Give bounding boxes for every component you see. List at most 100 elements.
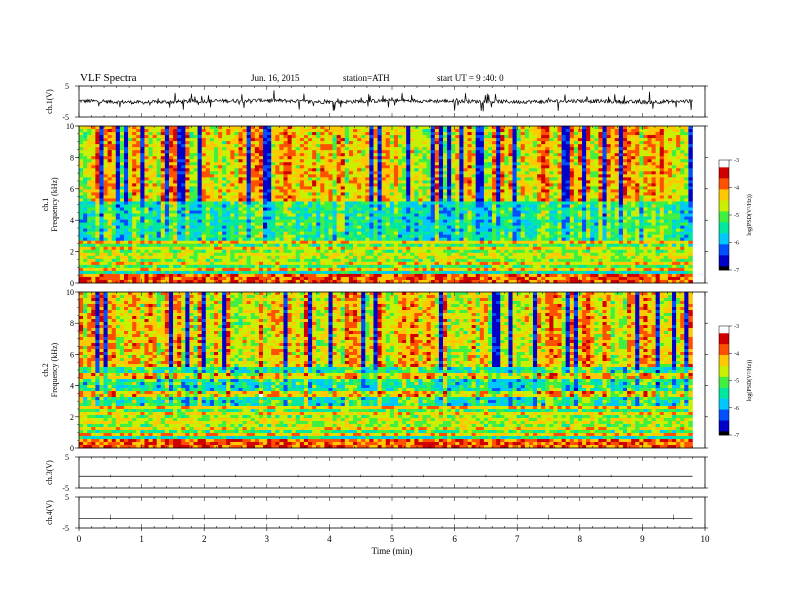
ch1_spectrogram-cell — [434, 135, 440, 139]
ch1_spectrogram-cell — [140, 216, 145, 220]
ch1_spectrogram-cell — [128, 135, 133, 139]
ch1_spectrogram-cell — [393, 246, 399, 251]
ch1_spectrogram-cell — [344, 165, 350, 169]
ch1_spectrogram-cell — [422, 153, 427, 157]
ch1_spectrogram-cell — [99, 255, 104, 260]
ch1_spectrogram-cell — [389, 135, 395, 139]
ch1_spectrogram-cell — [79, 186, 84, 190]
ch1_spectrogram-cell — [226, 228, 231, 232]
ch1_spectrogram-cell — [406, 156, 411, 160]
ch1_spectrogram-cell — [254, 246, 260, 251]
ch1_spectrogram-cell — [369, 264, 374, 269]
ch1_spectrogram-cell — [205, 126, 211, 130]
ch1_spectrogram-cell — [291, 279, 297, 284]
ch1_spectrogram-cell — [385, 276, 391, 281]
ch1_spectrogram-cell — [324, 192, 329, 196]
ch1_spectrogram-cell — [164, 135, 170, 139]
ch1_spectrogram-cell — [119, 276, 125, 281]
ch1_spectrogram-cell — [119, 132, 125, 136]
ch1_spectrogram-cell — [177, 216, 182, 220]
ch1_spectrogram-cell — [197, 222, 202, 226]
ch1_spectrogram-cell — [398, 240, 403, 245]
ch1_spectrogram-cell — [340, 168, 346, 172]
ch1_spectrogram-cell — [234, 207, 239, 211]
ch1_spectrogram-cell — [357, 207, 362, 211]
ch1_spectrogram-cell — [213, 210, 219, 214]
ch1_spectrogram-cell — [344, 228, 350, 232]
ch1_spectrogram-cell — [377, 237, 382, 242]
ch1_spectrogram-cell — [320, 261, 325, 266]
ch1_spectrogram-cell — [426, 156, 432, 160]
ch1_spectrogram-cell — [132, 258, 137, 263]
ch1_spectrogram-cell — [414, 201, 419, 205]
ch1_spectrogram-cell — [242, 234, 247, 239]
ch1_spectrogram-cell — [316, 138, 321, 142]
ch1_spectrogram-cell — [213, 225, 219, 229]
ch1_spectrogram-cell — [246, 174, 252, 178]
ch1_spectrogram-cell — [168, 177, 174, 181]
ch1_spectrogram-cell — [181, 132, 186, 136]
ch1_spectrogram-cell — [308, 270, 313, 275]
ch1_spectrogram-cell — [348, 201, 354, 205]
ch1_spectrogram-cell — [271, 150, 276, 154]
ch1_spectrogram-cell — [344, 168, 350, 172]
ch1_spectrogram-cell — [209, 162, 215, 166]
ch1_spectrogram-cell — [201, 159, 207, 163]
ch1_spectrogram-cell — [173, 201, 178, 205]
ch1_spectrogram-cell — [83, 237, 88, 242]
ch1_spectrogram-cell — [398, 135, 403, 139]
ch1_spectrogram-cell — [410, 207, 415, 211]
ch1_spectrogram-cell — [91, 240, 96, 245]
ch1_spectrogram-cell — [79, 129, 84, 133]
ch1_spectrogram-cell — [373, 129, 378, 133]
ch1_spectrogram-cell — [316, 231, 321, 235]
ch1_spectrogram-cell — [160, 273, 166, 278]
ch1_spectrogram-cell — [279, 216, 284, 220]
ch1_spectrogram-cell — [430, 201, 436, 205]
ch1_spectrogram-cell — [123, 276, 129, 281]
ch1_spectrogram-cell — [291, 207, 297, 211]
ch1_spectrogram-cell — [434, 177, 440, 181]
ch1_spectrogram-cell — [295, 219, 301, 223]
ch1_spectrogram-cell — [389, 132, 395, 136]
ch1_spectrogram-cell — [312, 138, 317, 142]
ch1_spectrogram-cell — [160, 228, 166, 232]
ch1_spectrogram-cell — [344, 135, 350, 139]
ch1_spectrogram-cell — [230, 234, 235, 239]
ch1_spectrogram-cell — [254, 261, 260, 266]
ch1_spectrogram-cell — [324, 141, 329, 145]
ch1_spectrogram-cell — [283, 279, 288, 284]
ch1_spectrogram-cell — [365, 219, 370, 223]
ch1_spectrogram-cell — [111, 192, 117, 196]
ch1_spectrogram-cell — [177, 159, 182, 163]
ch1_spectrogram-cell — [357, 237, 362, 242]
ch1_spectrogram-cell — [91, 228, 96, 232]
ch1_spectrogram-cell — [312, 219, 317, 223]
ch1_spectrogram-cell — [324, 153, 329, 157]
ch1_spectrogram-cell — [361, 234, 366, 239]
ch1_spectrogram-cell — [83, 216, 88, 220]
ch1_spectrogram-cell — [340, 237, 346, 242]
ch1_spectrogram-cell — [348, 222, 354, 226]
ch1_spectrogram-cell — [152, 135, 158, 139]
ch1_spectrogram-cell — [328, 207, 333, 211]
ch1_spectrogram-cell — [136, 168, 141, 172]
ch1_spectrogram-cell — [434, 162, 440, 166]
ch1_spectrogram-cell — [136, 126, 141, 130]
ch1_spectrogram-cell — [254, 210, 260, 214]
ch1_spectrogram-cell — [152, 243, 158, 248]
ch1_spectrogram-cell — [357, 180, 362, 184]
ch1_spectrogram-cell — [115, 159, 121, 163]
ch1_spectrogram-cell — [320, 168, 325, 172]
ch1_spectrogram-cell — [426, 183, 432, 187]
ch1_spectrogram-cell — [438, 201, 444, 205]
start-time-label: start UT = 9 :40: 0 — [437, 73, 504, 83]
ch1_spectrogram-cell — [414, 222, 419, 226]
ch1_spectrogram-cell — [393, 171, 399, 175]
ch1_spectrogram-cell — [160, 222, 166, 226]
ch1_spectrogram-cell — [275, 165, 280, 169]
ch1_spectrogram-cell — [148, 237, 153, 242]
ch1_spectrogram-cell — [303, 156, 309, 160]
ch1_spectrogram-cell — [377, 258, 382, 263]
ch1_spectrogram-cell — [410, 258, 415, 263]
